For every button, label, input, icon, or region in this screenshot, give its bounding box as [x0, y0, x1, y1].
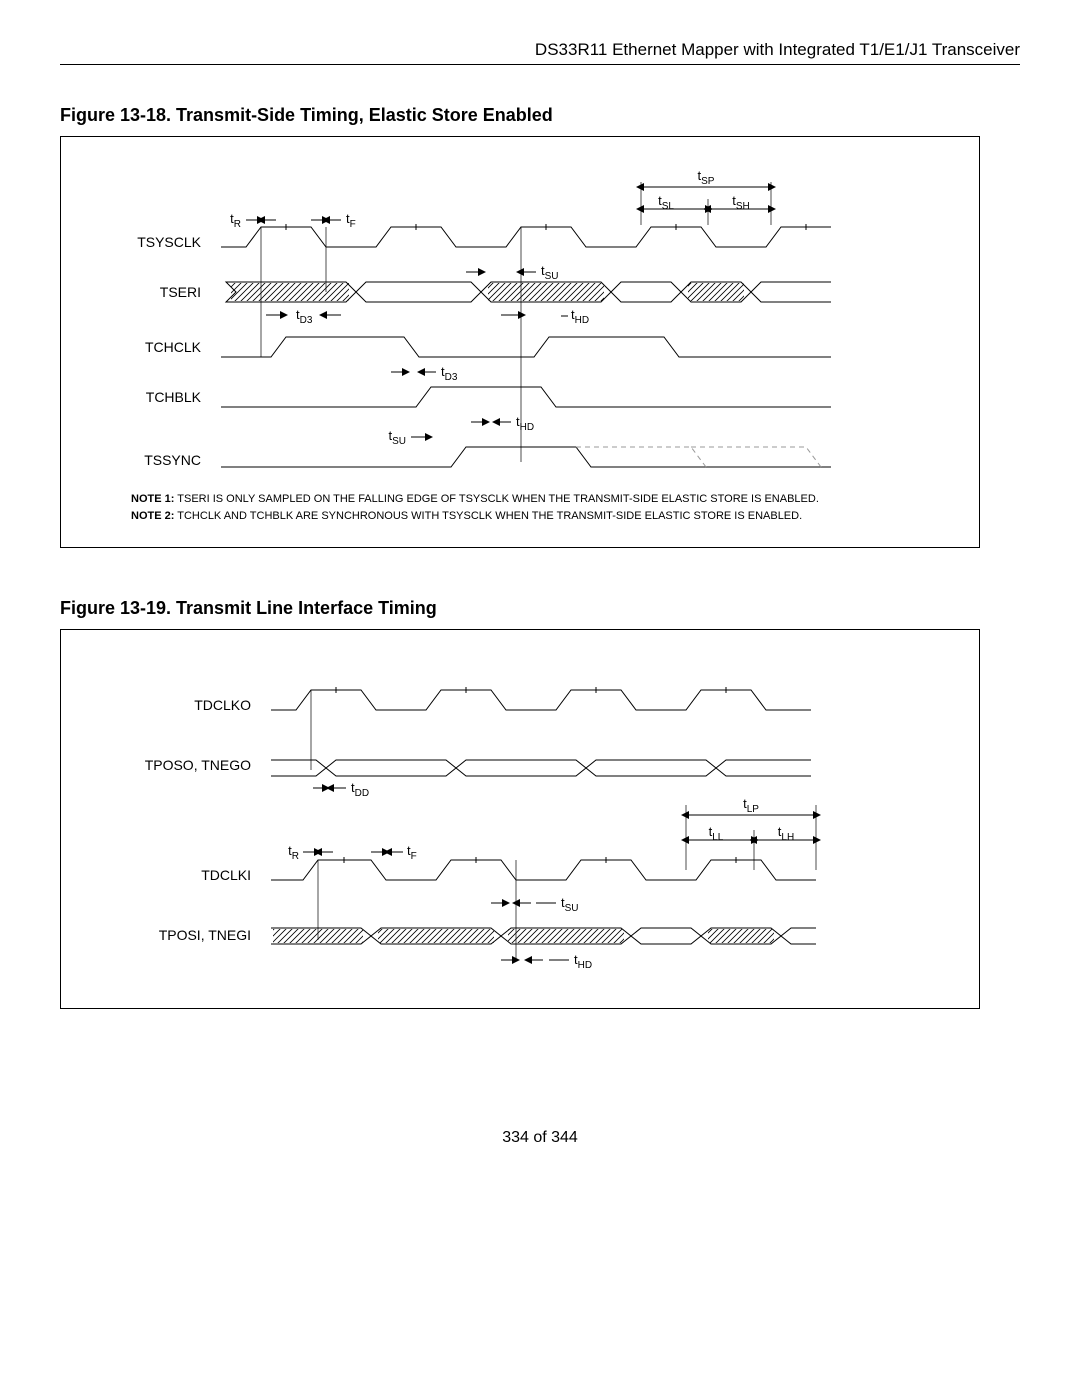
tssync-wave [221, 447, 831, 467]
tchblk-wave [221, 387, 831, 407]
note1: NOTE 1: TSERI IS ONLY SAMPLED ON THE FAL… [131, 493, 819, 505]
sig-tdclko-label: TDCLKO [194, 697, 251, 713]
tSU2b: tSU [491, 895, 579, 914]
svg-text:tHD: tHD [571, 307, 589, 326]
figure2-diagram: TDCLKO TPOSO, TNEGO TDCLKI TPOSI, TNEGI [71, 640, 971, 1000]
sig-tdclki-label: TDCLKI [201, 867, 251, 883]
tsysclk-wave [221, 224, 831, 247]
sig-tsysclk-label: TSYSCLK [137, 234, 201, 250]
svg-text:tD3: tD3 [441, 364, 458, 383]
tposo-wave [271, 760, 811, 776]
vlines1 [261, 227, 521, 462]
sig-tposi-label: TPOSI, TNEGI [159, 927, 251, 943]
tdclki-wave [271, 857, 816, 880]
tD3b: tD3 [391, 364, 458, 383]
page-header: DS33R11 Ethernet Mapper with Integrated … [60, 40, 1020, 65]
tposi-wave [271, 928, 816, 944]
tlp-group: tLP tLL tLH [686, 796, 816, 870]
header-title: DS33R11 Ethernet Mapper with Integrated … [535, 40, 1020, 59]
figure2-box: TDCLKO TPOSO, TNEGO TDCLKI TPOSI, TNEGI [60, 629, 980, 1009]
tHD: tHD [501, 307, 589, 326]
tSU-group: tSU [466, 263, 559, 282]
tsp-tsl-tsh: tSP tSL tSH [641, 168, 771, 225]
figure1-title: Figure 13-18. Transmit-Side Timing, Elas… [60, 105, 1020, 126]
figure1-box: TSYSCLK TSERI TCHCLK TCHBLK TSSYNC tR [60, 136, 980, 548]
sig-tssync-label: TSSYNC [144, 452, 201, 468]
tR2-tF2: tR tF [288, 843, 417, 862]
tseri-wave [226, 282, 831, 302]
svg-text:tD3: tD3 [296, 307, 313, 326]
sig-tposo-label: TPOSO, TNEGO [145, 757, 251, 773]
svg-text:tF: tF [407, 843, 417, 862]
svg-text:tHD: tHD [516, 414, 534, 433]
tDD: tDD [313, 780, 369, 799]
note2: NOTE 2: TCHCLK AND TCHBLK ARE SYNCHRONOU… [131, 510, 802, 522]
svg-text:tSU: tSU [561, 895, 579, 914]
tchclk-wave [221, 337, 831, 357]
sig-tchclk-label: TCHCLK [145, 339, 202, 355]
svg-text:tR: tR [288, 843, 299, 862]
svg-text:tSU: tSU [541, 263, 559, 282]
svg-text:tHD: tHD [574, 952, 592, 971]
tSU2: tSU [388, 428, 426, 447]
svg-text:tDD: tDD [351, 780, 369, 799]
figure2-title: Figure 13-19. Transmit Line Interface Ti… [60, 598, 1020, 619]
figure1-diagram: TSYSCLK TSERI TCHCLK TCHBLK TSSYNC tR [71, 147, 971, 537]
svg-text:tF: tF [346, 211, 356, 230]
tdclko-wave [271, 687, 811, 710]
sig-tseri-label: TSERI [160, 284, 201, 300]
svg-text:tSU: tSU [388, 428, 406, 447]
svg-text:tR: tR [230, 211, 241, 230]
tD3a: tD3 [266, 307, 341, 326]
page-number: 334 of 344 [502, 1129, 578, 1146]
page-footer: 334 of 344 [60, 1129, 1020, 1147]
sig-tchblk-label: TCHBLK [146, 389, 202, 405]
tHDb: tHD [501, 952, 592, 971]
tHD2: tHD [471, 414, 534, 433]
svg-text:tSP: tSP [698, 168, 715, 187]
svg-text:tLP: tLP [743, 796, 759, 815]
